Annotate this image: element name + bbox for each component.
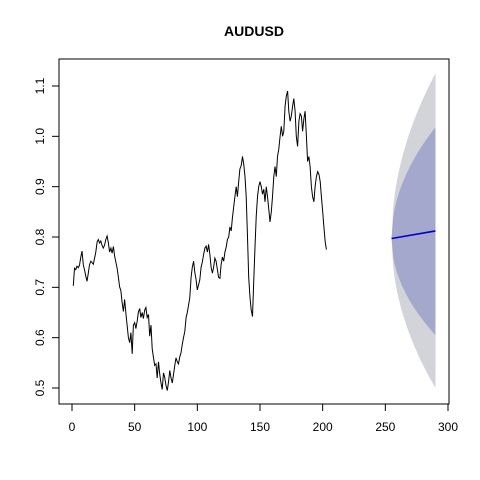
y-tick-label: 0.7 [33,279,47,296]
y-axis: 0.5 0.6 0.7 0.8 0.9 1.0 1.1 [33,77,60,396]
forecast-mean-line [391,230,436,240]
y-tick-label: 0.5 [33,379,47,396]
y-tick-label: 1.1 [33,77,47,94]
y-tick-label: 0.6 [33,329,47,346]
forecast-band-80 [391,127,436,336]
x-tick-label: 150 [250,420,270,434]
x-tick-label: 200 [313,420,333,434]
plot-frame [58,58,450,405]
forecast-layer [391,230,436,240]
series-line [72,90,327,391]
x-axis: 0 50 100 150 200 250 300 [69,403,458,434]
chart-title: AUDUSD [224,23,284,39]
y-tick-label: 0.8 [33,228,47,245]
y-tick-label: 0.9 [33,178,47,195]
series-layer [72,90,327,391]
x-tick-label: 250 [375,420,395,434]
x-tick-label: 0 [69,420,76,434]
forecast-intervals [391,73,436,389]
x-tick-label: 50 [128,420,142,434]
x-tick-label: 100 [187,420,207,434]
x-tick-label: 300 [438,420,458,434]
y-tick-label: 1.0 [33,128,47,145]
